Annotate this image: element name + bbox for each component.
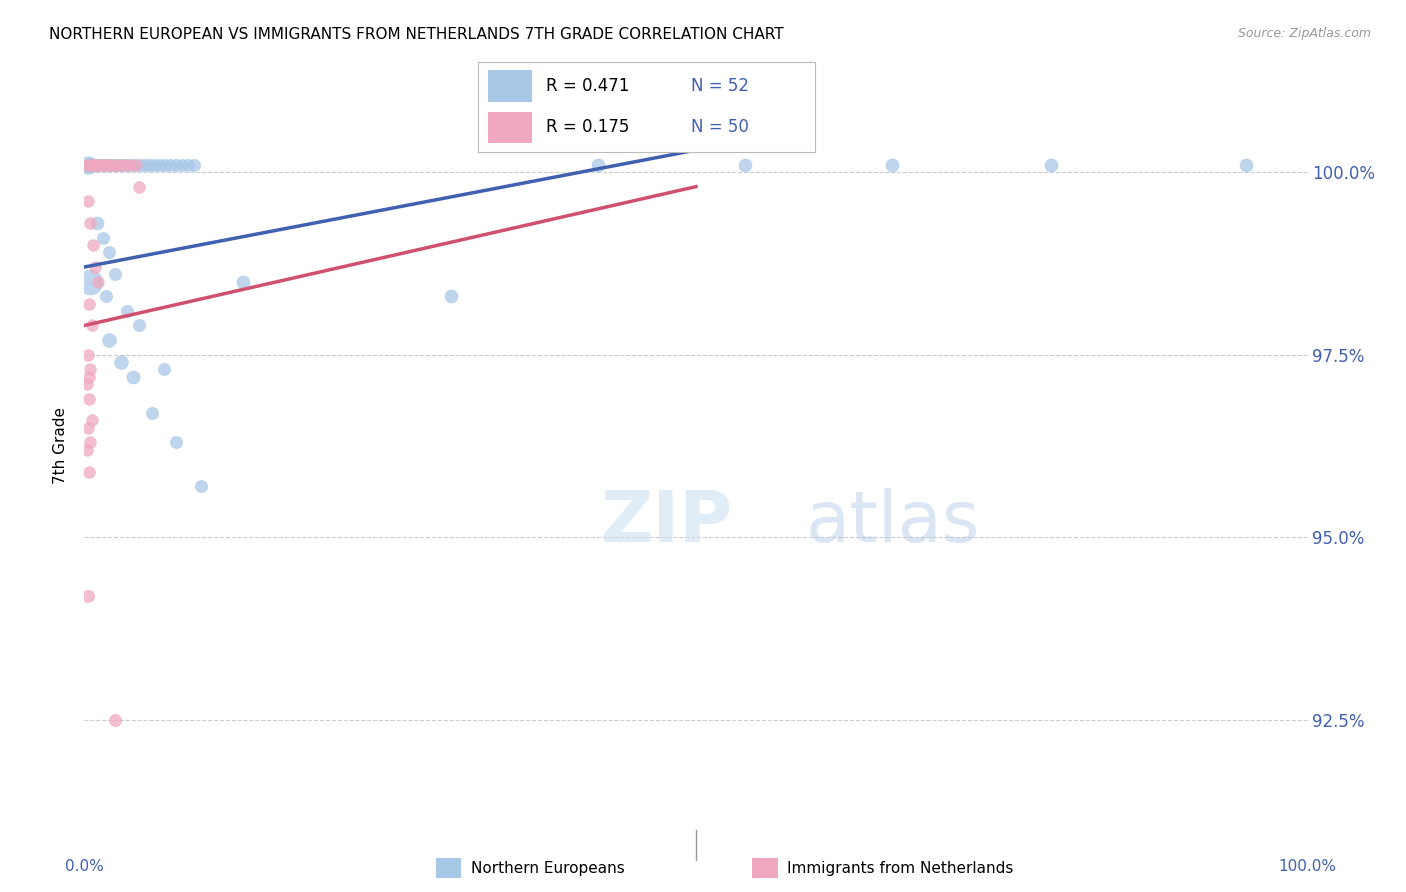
Point	[177, 158, 200, 172]
Point	[129, 158, 152, 172]
Point	[114, 158, 136, 172]
Text: N = 52: N = 52	[690, 77, 748, 95]
Point	[96, 158, 118, 172]
Point	[104, 268, 127, 282]
Point	[105, 158, 128, 172]
Point	[87, 275, 110, 289]
Point	[77, 589, 100, 603]
Point	[135, 158, 157, 172]
Point	[80, 318, 103, 333]
Text: 0.0%: 0.0%	[65, 859, 104, 874]
Point	[104, 713, 127, 727]
Point	[143, 158, 166, 172]
Point	[115, 158, 138, 172]
Point	[734, 158, 756, 172]
Point	[128, 318, 150, 333]
Point	[101, 158, 124, 172]
Point	[101, 158, 124, 172]
Point	[120, 158, 142, 172]
Point	[159, 158, 181, 172]
Point	[94, 158, 117, 172]
Point	[96, 289, 118, 303]
Point	[1236, 158, 1258, 172]
Point	[77, 296, 100, 310]
Point	[76, 376, 98, 391]
Point	[86, 158, 108, 172]
Point	[183, 158, 205, 172]
Point	[77, 194, 100, 209]
Point	[108, 158, 131, 172]
Point	[87, 158, 110, 172]
Point	[89, 158, 111, 172]
Point	[77, 392, 100, 406]
Point	[79, 362, 101, 376]
Text: N = 50: N = 50	[690, 118, 748, 136]
Point	[165, 158, 187, 172]
Point	[149, 158, 172, 172]
Point	[97, 158, 120, 172]
Point	[79, 158, 101, 172]
Point	[84, 260, 107, 274]
Point	[77, 465, 100, 479]
Point	[79, 275, 101, 289]
Point	[97, 333, 120, 347]
Text: R = 0.471: R = 0.471	[546, 77, 628, 95]
Point	[91, 158, 114, 172]
Point	[165, 435, 187, 450]
Point	[97, 158, 120, 172]
Point	[1039, 158, 1062, 172]
Point	[77, 421, 100, 435]
Point	[76, 158, 98, 172]
Point	[128, 179, 150, 194]
Point	[77, 158, 100, 172]
Point	[125, 158, 148, 172]
Point	[79, 435, 101, 450]
Point	[76, 442, 98, 457]
Point	[172, 158, 194, 172]
Point	[115, 303, 138, 318]
Point	[87, 158, 110, 172]
Point	[232, 275, 254, 289]
Text: atlas: atlas	[806, 488, 980, 558]
Point	[91, 231, 114, 245]
Point	[586, 158, 609, 172]
Point	[82, 238, 104, 252]
Point	[84, 158, 107, 172]
Point	[110, 355, 132, 369]
FancyBboxPatch shape	[488, 112, 531, 143]
Text: NORTHERN EUROPEAN VS IMMIGRANTS FROM NETHERLANDS 7TH GRADE CORRELATION CHART: NORTHERN EUROPEAN VS IMMIGRANTS FROM NET…	[49, 27, 783, 42]
Text: Immigrants from Netherlands: Immigrants from Netherlands	[787, 862, 1014, 876]
Point	[80, 158, 103, 172]
Point	[141, 406, 163, 420]
Text: 100.0%: 100.0%	[1278, 859, 1337, 874]
Point	[77, 369, 100, 384]
Point	[440, 289, 463, 303]
Point	[108, 158, 131, 172]
FancyBboxPatch shape	[488, 70, 531, 102]
Point	[77, 348, 100, 362]
Point	[97, 245, 120, 260]
Point	[79, 216, 101, 230]
Point	[77, 158, 100, 172]
Point	[122, 369, 145, 384]
Point	[86, 216, 108, 230]
Text: Northern Europeans: Northern Europeans	[471, 862, 624, 876]
Point	[80, 413, 103, 427]
Point	[125, 158, 148, 172]
Point	[105, 158, 128, 172]
Text: ZIP: ZIP	[600, 488, 733, 558]
Point	[82, 158, 104, 172]
Point	[190, 479, 212, 493]
Point	[153, 362, 176, 376]
Point	[83, 158, 105, 172]
Y-axis label: 7th Grade: 7th Grade	[53, 408, 69, 484]
Text: R = 0.175: R = 0.175	[546, 118, 628, 136]
Text: Source: ZipAtlas.com: Source: ZipAtlas.com	[1237, 27, 1371, 40]
Point	[139, 158, 162, 172]
Point	[91, 158, 114, 172]
Point	[153, 158, 176, 172]
Point	[880, 158, 903, 172]
Point	[112, 158, 135, 172]
Point	[118, 158, 141, 172]
